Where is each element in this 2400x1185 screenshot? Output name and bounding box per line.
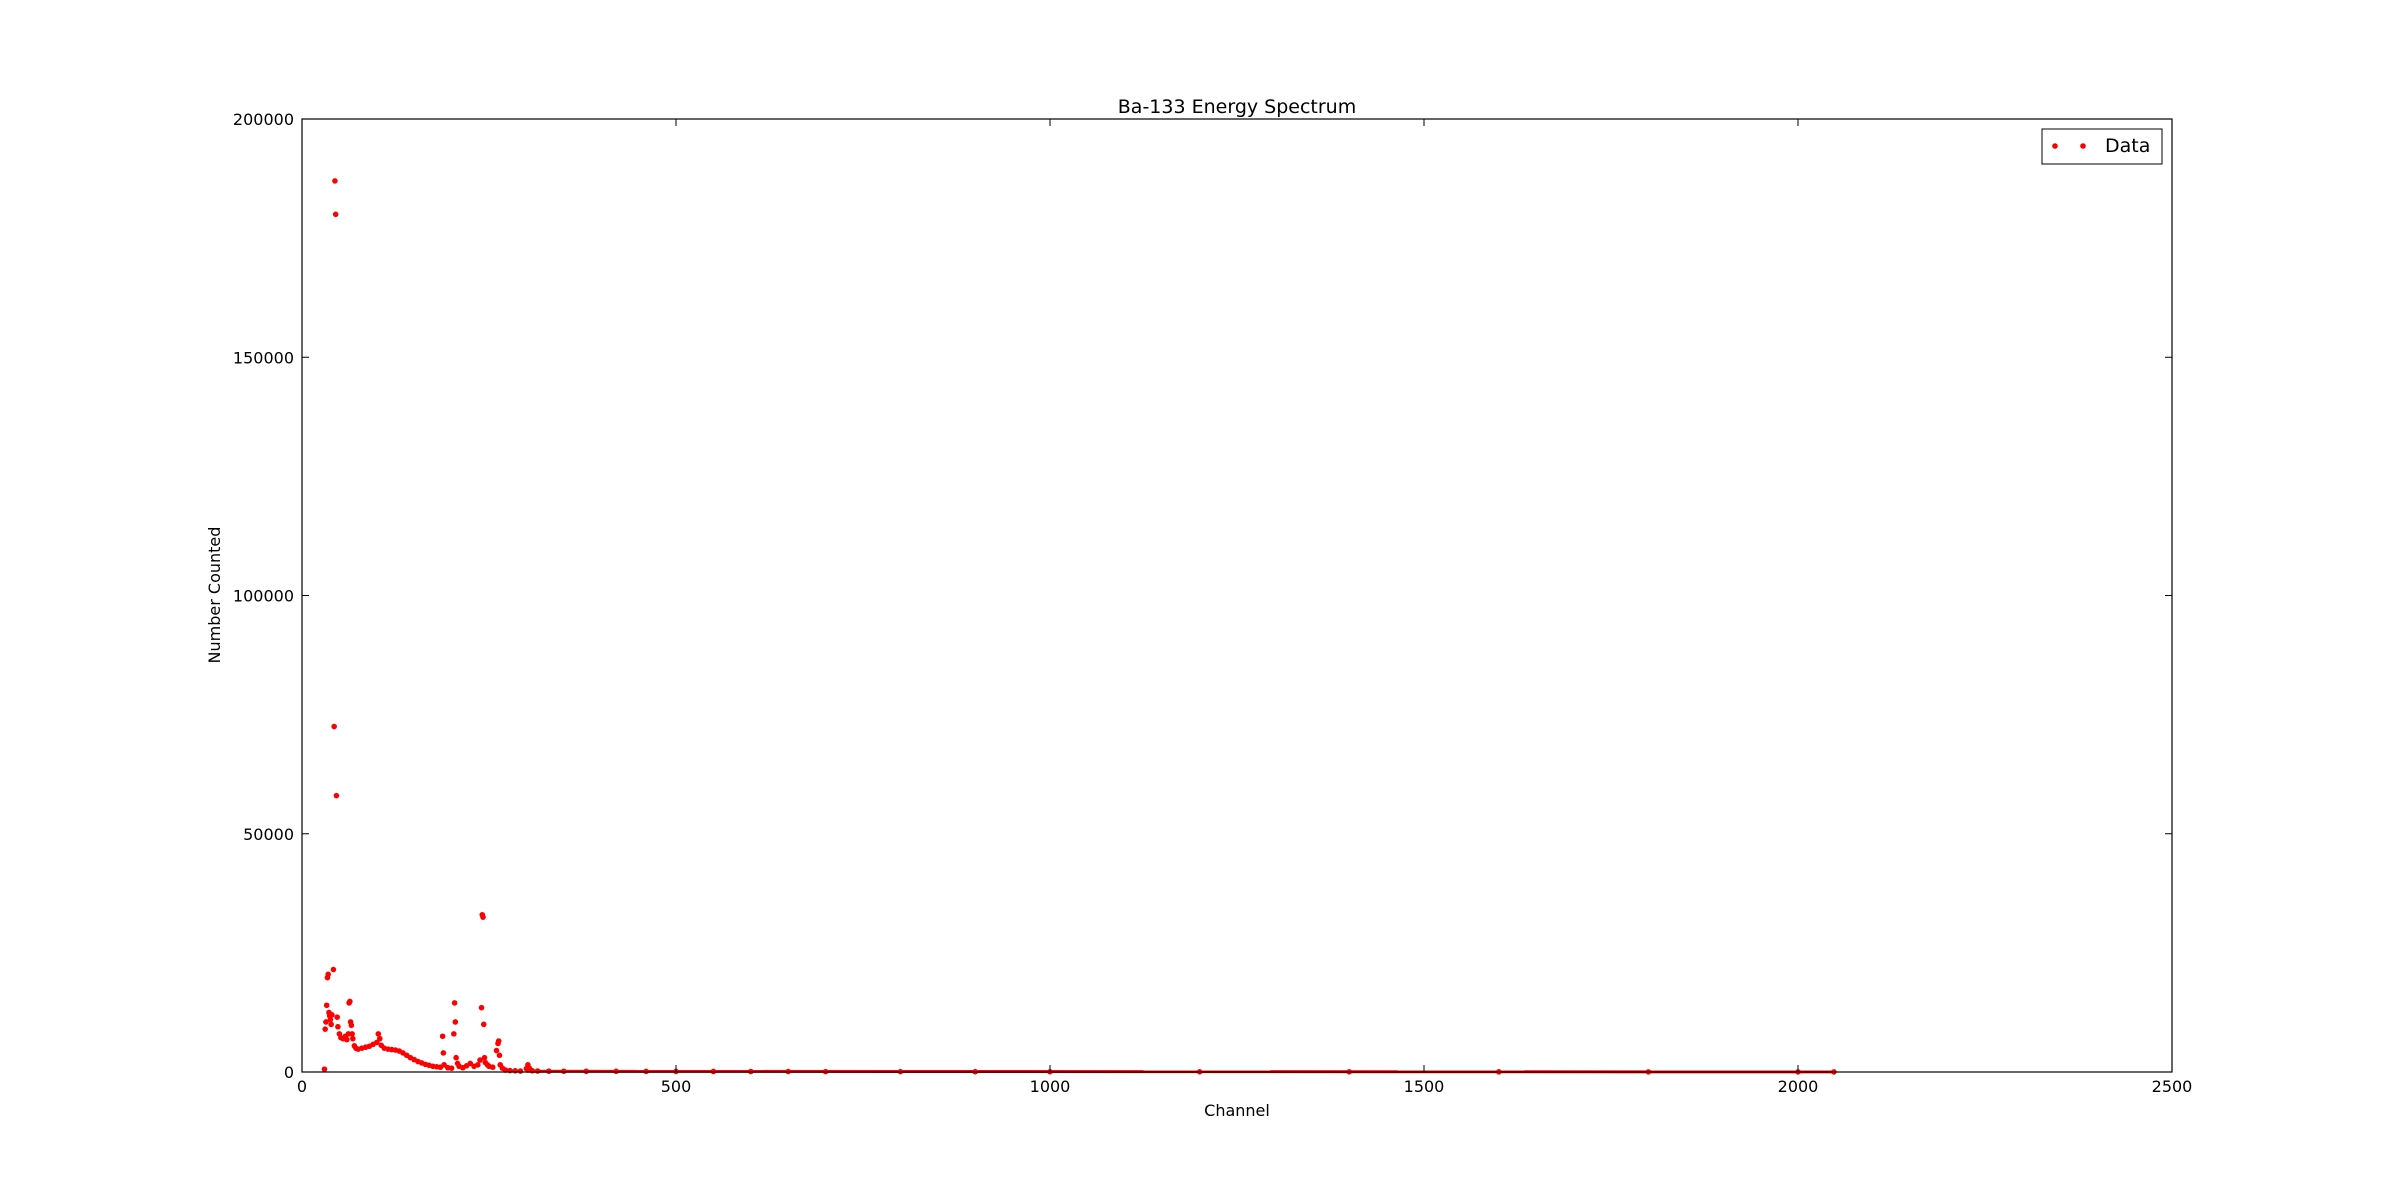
y-tick-label: 100000 (233, 587, 294, 606)
data-point (331, 723, 337, 730)
x-tick-label: 2000 (1778, 1077, 1819, 1096)
data-point (322, 1026, 328, 1032)
data-point (349, 1031, 355, 1037)
data-point (329, 1012, 335, 1018)
data-point (347, 998, 353, 1005)
y-tick-label: 0 (284, 1063, 294, 1082)
data-point (374, 1039, 380, 1046)
data-point (512, 1068, 518, 1074)
data-point (489, 1064, 496, 1071)
data-point (453, 1054, 459, 1061)
data-point (517, 1068, 524, 1074)
data-point (348, 1022, 355, 1029)
data-point (451, 1000, 458, 1006)
legend-marker-1 (2052, 143, 2058, 149)
data-point (325, 971, 331, 978)
data-point (477, 1057, 483, 1063)
x-tick-label: 1500 (1404, 1077, 1445, 1096)
data-point (334, 1014, 340, 1020)
x-tick-label: 1000 (1030, 1077, 1071, 1096)
y-tick-label: 200000 (233, 110, 294, 129)
data-point (480, 914, 486, 920)
data-point (323, 1019, 329, 1025)
data-point (440, 1050, 447, 1056)
y-axis-label: Number Counted (205, 527, 224, 664)
x-tick-label: 2500 (2152, 1077, 2193, 1096)
data-point (439, 1033, 446, 1040)
data-point (375, 1031, 382, 1037)
legend-marker-2 (2080, 143, 2086, 149)
legend-frame (2041, 128, 2163, 165)
data-point (448, 1065, 455, 1071)
data-point (451, 1031, 457, 1037)
data-point (452, 1019, 459, 1025)
y-tick-label: 150000 (233, 348, 294, 367)
data-point (350, 1035, 356, 1042)
x-tick-label: 0 (297, 1077, 307, 1096)
data-point (335, 1023, 341, 1030)
y-tick-label: 50000 (243, 825, 294, 844)
data-point (344, 1036, 350, 1043)
data-point (376, 1035, 383, 1042)
data-point (330, 966, 337, 973)
data-point (333, 792, 340, 799)
data-point (474, 1062, 481, 1068)
plot-frame (301, 118, 2173, 1073)
data-point (495, 1038, 502, 1044)
data-point (478, 1004, 485, 1011)
data-point (481, 1054, 488, 1061)
legend-label: Data (2105, 135, 2150, 157)
x-axis-label: Channel (1204, 1101, 1270, 1120)
chart-title: Ba-133 Energy Spectrum (1118, 96, 1356, 118)
plot-area: 0 500 1000 1500 2000 2500 0 50000 100000 150000 20… (233, 110, 2192, 1096)
data-point (493, 1047, 500, 1054)
data-point (327, 1016, 334, 1023)
x-tick-label: 500 (661, 1077, 692, 1096)
data-point (332, 211, 339, 218)
legend: Data (2041, 128, 2163, 165)
data-point (328, 1021, 334, 1028)
data-point (480, 1021, 487, 1028)
data-point (323, 1002, 330, 1009)
data-point (496, 1052, 503, 1059)
data-point (321, 1066, 328, 1072)
data-point (332, 178, 338, 184)
